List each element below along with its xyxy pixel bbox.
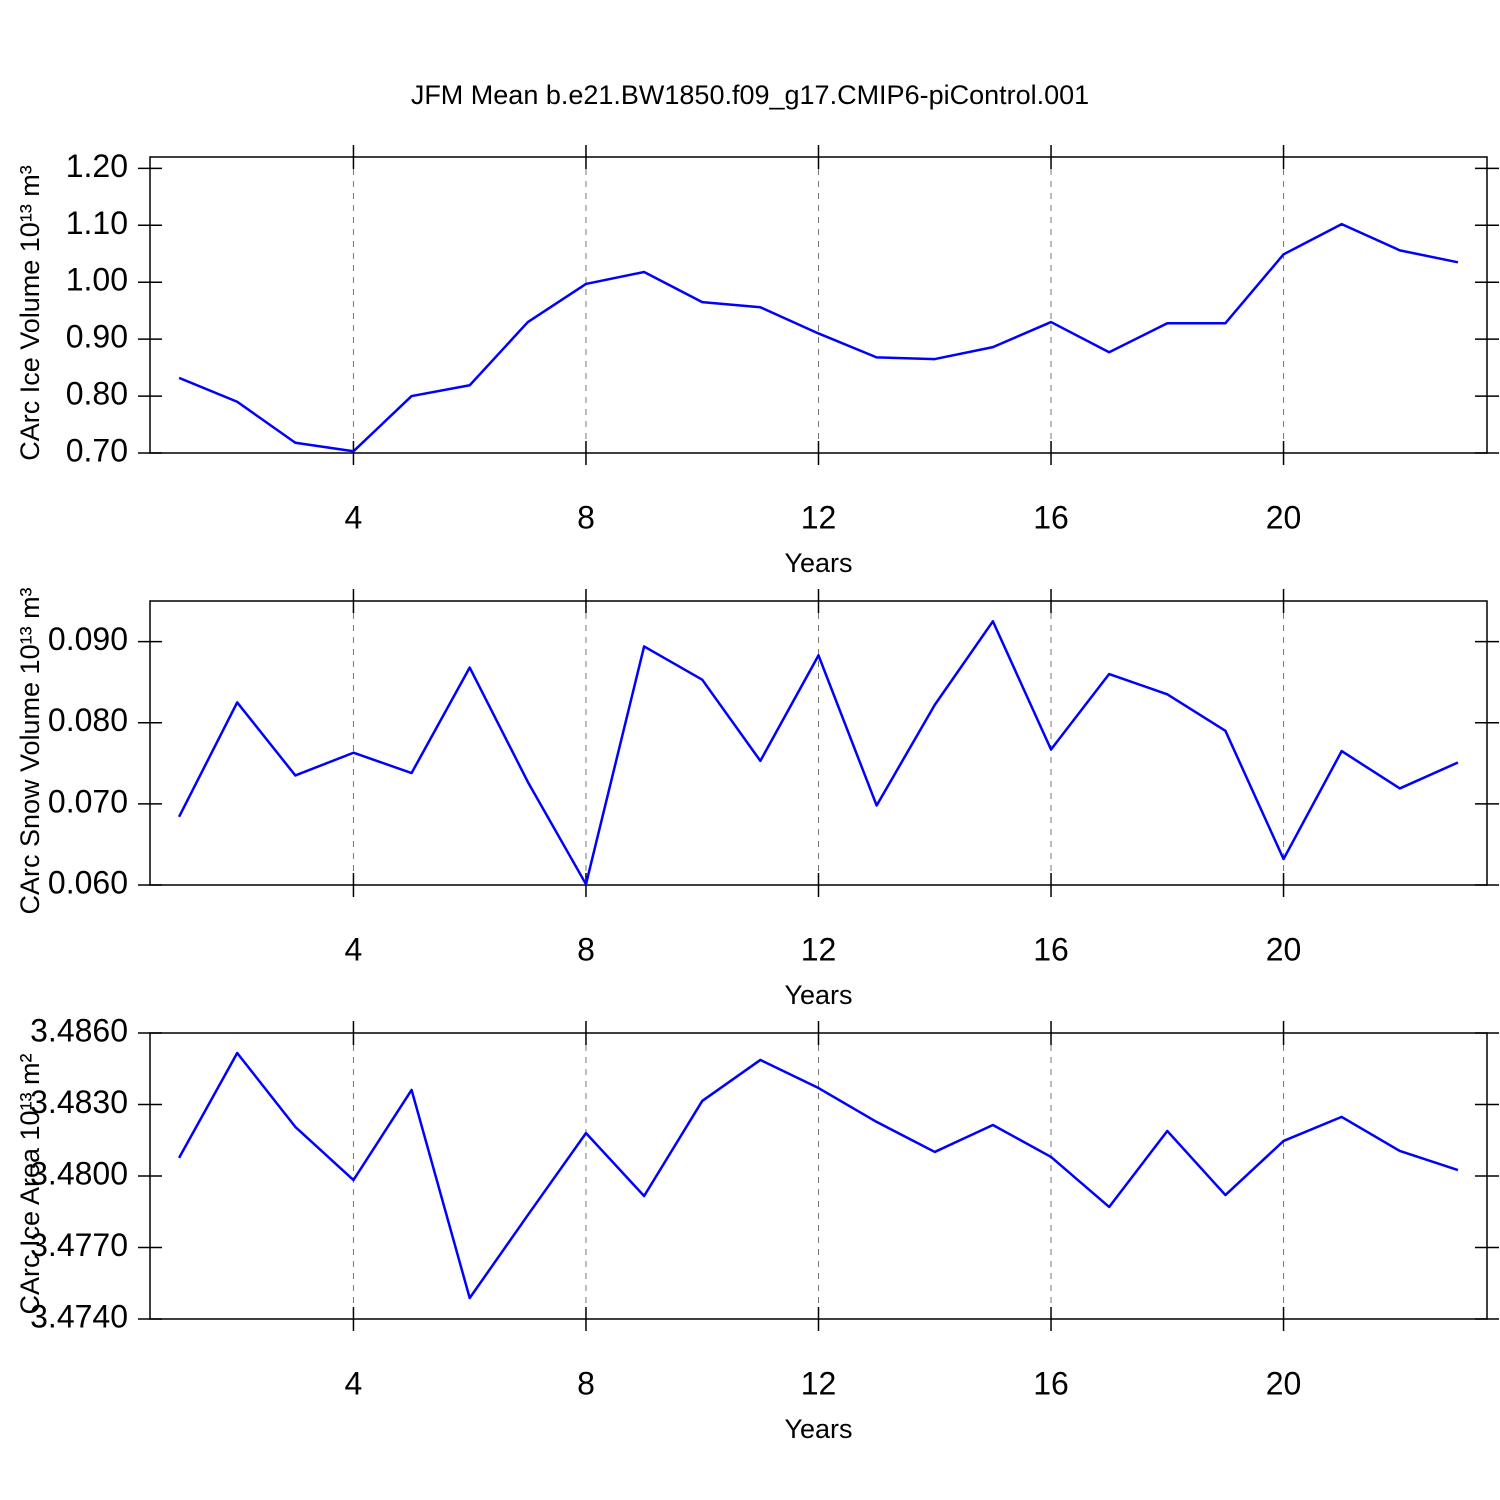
y-tick-label: 3.4860: [30, 1012, 128, 1048]
x-tick-label: 4: [345, 1365, 363, 1401]
y-tick-label: 1.20: [66, 148, 128, 184]
plot-frame: [149, 600, 1488, 886]
y-tick-label: 0.060: [48, 864, 128, 900]
x-tick-label: 20: [1266, 499, 1302, 535]
y-tick-label: 0.080: [48, 702, 128, 738]
x-tick-label: 4: [345, 931, 363, 967]
chart-title: JFM Mean b.e21.BW1850.f09_g17.CMIP6-piCo…: [411, 80, 1089, 110]
x-tick-label: 8: [577, 931, 595, 967]
plot-frame: [149, 156, 1488, 454]
data-line: [177, 620, 1459, 886]
x-tick-label: 16: [1033, 1365, 1069, 1401]
y-tick-label: 0.070: [48, 783, 128, 819]
x-tick-label: 20: [1266, 1365, 1302, 1401]
data-line: [178, 222, 1459, 453]
x-tick-label: 20: [1266, 931, 1302, 967]
x-tick-label: 12: [801, 1365, 837, 1401]
y-tick-label: 0.90: [66, 319, 128, 355]
x-tick-label: 16: [1033, 931, 1069, 967]
y-tick-label: 3.4830: [30, 1084, 128, 1120]
x-axis-label: Years: [784, 548, 852, 578]
y-tick-label: 0.090: [48, 621, 128, 657]
y-tick-label: 0.80: [66, 376, 128, 412]
x-axis-label: Years: [784, 1414, 852, 1444]
y-axis-label: CArc Snow Volume 10¹³ m³: [15, 587, 45, 914]
y-axis-label: CArc Ice Volume 10¹³ m³: [15, 165, 45, 461]
y-tick-label: 1.00: [66, 262, 128, 298]
y-tick-label: 3.4770: [30, 1227, 128, 1263]
x-tick-label: 12: [801, 499, 837, 535]
x-tick-label: 16: [1033, 499, 1069, 535]
x-tick-label: 12: [801, 931, 837, 967]
x-tick-label: 8: [577, 499, 595, 535]
x-tick-label: 4: [345, 499, 363, 535]
x-tick-label: 8: [577, 1365, 595, 1401]
y-tick-label: 3.4800: [30, 1155, 128, 1191]
y-tick-label: 1.10: [66, 205, 128, 241]
y-axis-label: CArc Ice Area 10¹³ m²: [15, 1053, 45, 1314]
y-tick-label: 0.70: [66, 432, 128, 468]
y-tick-label: 3.4740: [30, 1298, 128, 1334]
x-axis-label: Years: [784, 980, 852, 1010]
data-line: [177, 1051, 1459, 1300]
plot-frame: [149, 1032, 1488, 1320]
